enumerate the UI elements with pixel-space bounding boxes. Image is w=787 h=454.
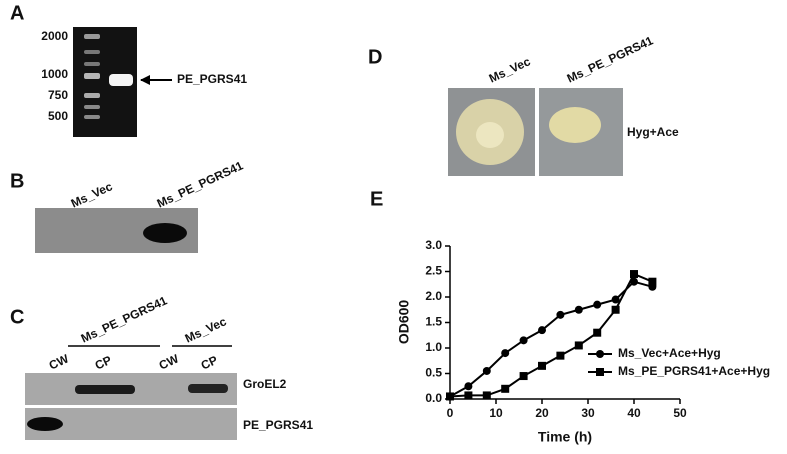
x-axis-label: Time (h): [538, 429, 592, 445]
panel-letter: B: [10, 170, 24, 192]
row-label: PE_PGRS41: [243, 418, 313, 432]
ladder-band: [84, 115, 100, 119]
ladder-label: 1000: [41, 67, 68, 81]
ladder-band: [84, 34, 100, 39]
panel-letter: E: [370, 188, 383, 210]
blot-band: [188, 384, 228, 393]
marker: [556, 310, 565, 319]
y-tick-label: 0.5: [425, 366, 442, 380]
legend-label: Ms_Vec+Ace+Hyg: [618, 346, 721, 360]
blot-band: [143, 223, 187, 243]
group-label: Ms_PE_PGRS41: [79, 293, 170, 345]
marker: [482, 366, 491, 375]
x-tick-label: 10: [489, 406, 503, 420]
marker: [464, 391, 473, 400]
marker: [611, 295, 620, 304]
y-axis-label: OD600: [396, 300, 412, 345]
y-tick-label: 1.5: [425, 315, 442, 329]
marker: [574, 341, 583, 350]
group-label: Ms_Vec: [183, 314, 229, 345]
blot-band: [75, 385, 135, 394]
marker: [611, 305, 620, 314]
legend-label: Ms_PE_PGRS41+Ace+Hyg: [618, 364, 770, 378]
condition-label: Hyg+Ace: [627, 125, 679, 139]
marker: [596, 368, 604, 376]
marker: [648, 277, 657, 286]
x-tick-label: 40: [627, 406, 641, 420]
arrow-head: [140, 75, 150, 85]
lane-label: Ms_PE_PGRS41: [155, 158, 246, 210]
marker: [593, 300, 602, 309]
panel-letter: A: [10, 2, 24, 24]
y-tick-label: 2.5: [425, 264, 442, 278]
marker: [501, 349, 510, 358]
x-tick-label: 0: [447, 406, 454, 420]
x-tick-label: 30: [581, 406, 595, 420]
ladder-label: 500: [48, 109, 68, 123]
lane-label: Ms_Vec: [69, 179, 115, 210]
band-label: PE_PGRS41: [177, 72, 247, 86]
fraction-label: CW: [47, 351, 72, 372]
ladder-band: [84, 62, 100, 66]
ladder-band: [84, 73, 100, 79]
x-tick-label: 50: [673, 406, 687, 420]
y-tick-label: 2.0: [425, 289, 442, 303]
marker: [596, 350, 604, 358]
panel-letter: D: [368, 46, 382, 68]
x-tick-label: 20: [535, 406, 549, 420]
panel-letter: C: [10, 306, 24, 328]
marker: [538, 361, 546, 370]
colony: [476, 122, 504, 148]
fraction-label: CP: [93, 353, 114, 373]
chart: 0.0 0.5 1.0 1.5 2.0 2.5 3.0 0 10 20 30 40 50 Ms_Vec+A…: [425, 238, 770, 420]
sample-band: [109, 74, 133, 86]
marker: [501, 384, 510, 393]
strain-label: Ms_PE_PGRS41: [565, 33, 656, 85]
colony: [549, 107, 601, 143]
blot-band: [27, 417, 63, 431]
row-label: GroEL2: [243, 377, 287, 391]
marker: [446, 392, 454, 401]
ladder-band: [84, 93, 100, 98]
marker: [519, 336, 528, 345]
y-tick-label: 0.0: [425, 391, 442, 405]
marker: [482, 391, 491, 400]
ladder-band: [84, 50, 100, 54]
marker: [519, 372, 528, 381]
ladder-label: 2000: [41, 29, 68, 43]
marker: [556, 351, 565, 360]
marker: [630, 270, 638, 279]
marker: [538, 326, 546, 335]
marker: [574, 305, 583, 314]
fraction-label: CP: [199, 353, 220, 373]
fraction-label: CW: [157, 351, 182, 372]
marker: [464, 382, 473, 391]
ladder-label: 750: [48, 88, 68, 102]
y-tick-label: 3.0: [425, 238, 442, 252]
y-tick-label: 1.0: [425, 340, 442, 354]
strain-label: Ms_Vec: [487, 54, 533, 85]
ladder-band: [84, 105, 100, 109]
marker: [593, 328, 602, 337]
